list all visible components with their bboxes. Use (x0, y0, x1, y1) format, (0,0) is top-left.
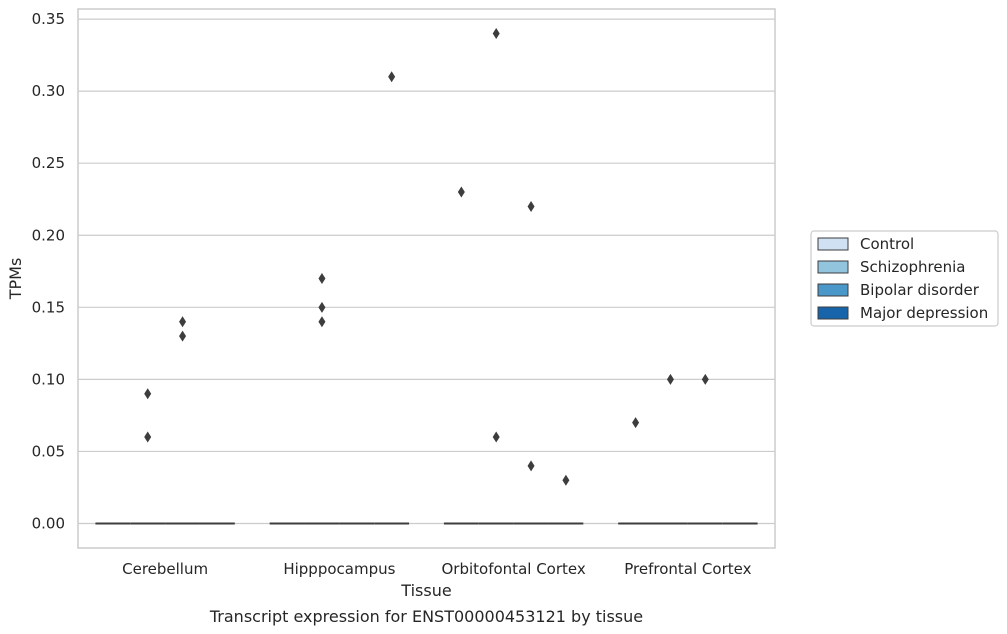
y-tick-label: 0.35 (32, 10, 65, 28)
outlier-point (701, 373, 709, 385)
outlier-point (144, 431, 152, 443)
x-tick-label: Orbitofontal Cortex (442, 560, 586, 578)
y-tick-label: 0.30 (32, 82, 65, 100)
y-tick-label: 0.25 (32, 154, 65, 172)
outlier-point (632, 417, 640, 429)
x-tick-label: Prefrontal Cortex (624, 560, 751, 578)
y-tick-label: 0.00 (32, 515, 65, 533)
y-tick-labels: 0.00 0.05 0.10 0.15 0.20 0.25 0.30 0.35 (32, 10, 65, 532)
legend-swatch (817, 283, 849, 297)
outlier-point (179, 316, 187, 328)
outlier-point (492, 431, 500, 443)
legend-label: Major depression (860, 304, 988, 322)
legend-label: Schizophrenia (860, 258, 965, 276)
legend-swatch (817, 306, 849, 320)
outlier-point (179, 330, 187, 342)
outlier-point (144, 388, 152, 400)
legend-swatch (817, 260, 849, 274)
outlier-point (318, 301, 326, 313)
outlier-point (666, 373, 674, 385)
y-tick-label: 0.20 (32, 226, 65, 244)
y-tick-label: 0.05 (32, 442, 65, 460)
outlier-point (388, 71, 396, 83)
y-axis-label: TPMs (6, 258, 25, 301)
y-tick-label: 0.15 (32, 298, 65, 316)
legend-label: Bipolar disorder (860, 281, 980, 299)
outlier-point (527, 200, 535, 212)
legend: Control Schizophrenia Bipolar disorder Majo… (810, 230, 999, 327)
outlier-point (527, 460, 535, 472)
x-tick-labels: Cerebellum Hipppocampus Orbitofontal Corte… (122, 560, 751, 578)
outlier-layer (144, 28, 709, 486)
grid-lines (78, 18, 775, 525)
legend-frame (810, 230, 999, 327)
outlier-point (562, 474, 570, 486)
legend-swatch (817, 237, 849, 251)
outlier-point (318, 273, 326, 284)
legend-label: Control (860, 235, 914, 253)
chart-caption: Transcript expression for ENST0000045312… (209, 607, 643, 626)
y-tick-label: 0.10 (32, 370, 65, 388)
outlier-point (492, 28, 500, 39)
x-tick-label: Cerebellum (122, 560, 208, 578)
outlier-point (318, 316, 326, 328)
plot-area (77, 8, 776, 549)
x-axis-label: Tissue (400, 581, 451, 600)
outlier-point (457, 186, 465, 198)
x-tick-label: Hipppocampus (283, 560, 395, 578)
